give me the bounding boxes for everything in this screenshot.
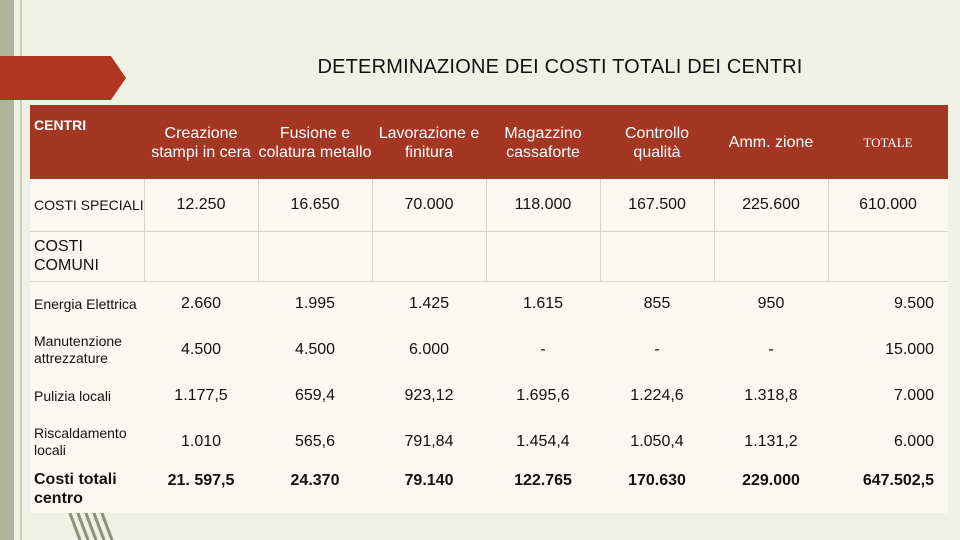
table-cell: - [768,341,774,359]
table-cell: 225.600 [742,196,800,214]
header-cell: Creazione stampi in cera [151,124,251,161]
row-divider [30,281,948,282]
header-cell: Amm. zione [728,134,814,152]
row-divider [30,231,948,232]
table-cell: 6.000 [408,341,450,359]
table-cell: 15.000 [885,341,934,359]
table-cell: 1.454,4 [516,433,570,451]
column-divider [600,179,601,281]
table-cell: 4.500 [294,341,336,359]
row-label: Energia Elettrica [34,295,137,312]
table-cell: 1.177,5 [174,387,228,405]
cost-table: CENTRI Creazione stampi in cera Fusione e … [30,105,948,513]
table-cell: 1.224,6 [630,387,684,405]
table-cell [372,231,486,281]
row-label: Manutenzione attrezzature [34,333,122,366]
column-divider [714,179,715,281]
header-cell: CENTRI [34,117,87,133]
row-label: Pulizia locali [34,387,112,404]
row-label: COSTI SPECIALI [34,196,144,213]
column-divider [144,179,145,281]
table-cell: 24.370 [290,472,340,489]
table-cell: 122.765 [514,472,572,489]
page-title: DETERMINAZIONE DEI COSTI TOTALI DEI CENT… [317,56,803,78]
table-cell: 16.650 [290,196,340,214]
table-cell: 170.630 [628,472,686,489]
row-label: Riscaldamento locali [34,425,127,458]
table-cell [258,231,372,281]
table-cell [144,231,258,281]
table-cell [714,231,828,281]
table-cell: 855 [643,295,671,313]
table-cell: 565,6 [294,433,336,451]
table-cell: 4.500 [180,341,222,359]
left-decorative-line [20,0,22,540]
table-cell: 659,4 [294,387,336,405]
table-cell [486,231,600,281]
table-cell [828,231,948,281]
table-cell: 1.995 [294,295,336,313]
table-cell: 1.050,4 [630,433,684,451]
row-label: COSTI COMUNI [34,237,99,274]
table-cell: 1.131,2 [744,433,798,451]
table-cell: 791,84 [404,433,454,451]
table-cell: 7.000 [893,387,934,405]
column-divider [372,179,373,281]
table-cell: 1.010 [180,433,222,451]
row-label: Costi totali centro [34,470,117,507]
header-cell: Fusione e colatura metallo [258,124,372,161]
left-decorative-bar [0,0,14,540]
table-cell: 118.000 [514,196,572,214]
table-cell: 1.318,8 [744,387,798,405]
table-cell: 229.000 [742,472,800,489]
table-cell: 167.500 [628,196,686,214]
decorative-stripes-icon [66,508,114,540]
table-cell: 12.250 [176,196,226,214]
table-cell: 610.000 [859,196,917,214]
header-cell: Lavorazione e finitura [378,124,480,161]
table-cell: 950 [757,295,785,313]
column-divider [828,179,829,281]
table-header [30,105,948,179]
table-cell: 1.425 [408,295,450,313]
table-cell: 2.660 [180,295,222,313]
table-cell: 1.695,6 [516,387,570,405]
title-arrow-shape [0,56,126,100]
table-cell: - [540,341,546,359]
column-divider [486,179,487,281]
table-cell: - [654,341,660,359]
table-cell: 6.000 [893,433,934,451]
table-cell: 70.000 [404,196,454,214]
header-cell: Controllo qualità [624,124,690,161]
table-cell: 647.502,5 [862,472,934,489]
table-cell: 1.615 [522,295,564,313]
header-cell: TOTALE [863,135,913,151]
header-cell: Magazzino cassaforte [504,124,582,161]
table-cell [600,231,714,281]
column-divider [258,179,259,281]
table-cell: 21. 597,5 [167,472,235,489]
table-cell: 923,12 [404,387,454,405]
table-cell: 79.140 [404,472,454,489]
table-cell: 9.500 [893,295,934,313]
